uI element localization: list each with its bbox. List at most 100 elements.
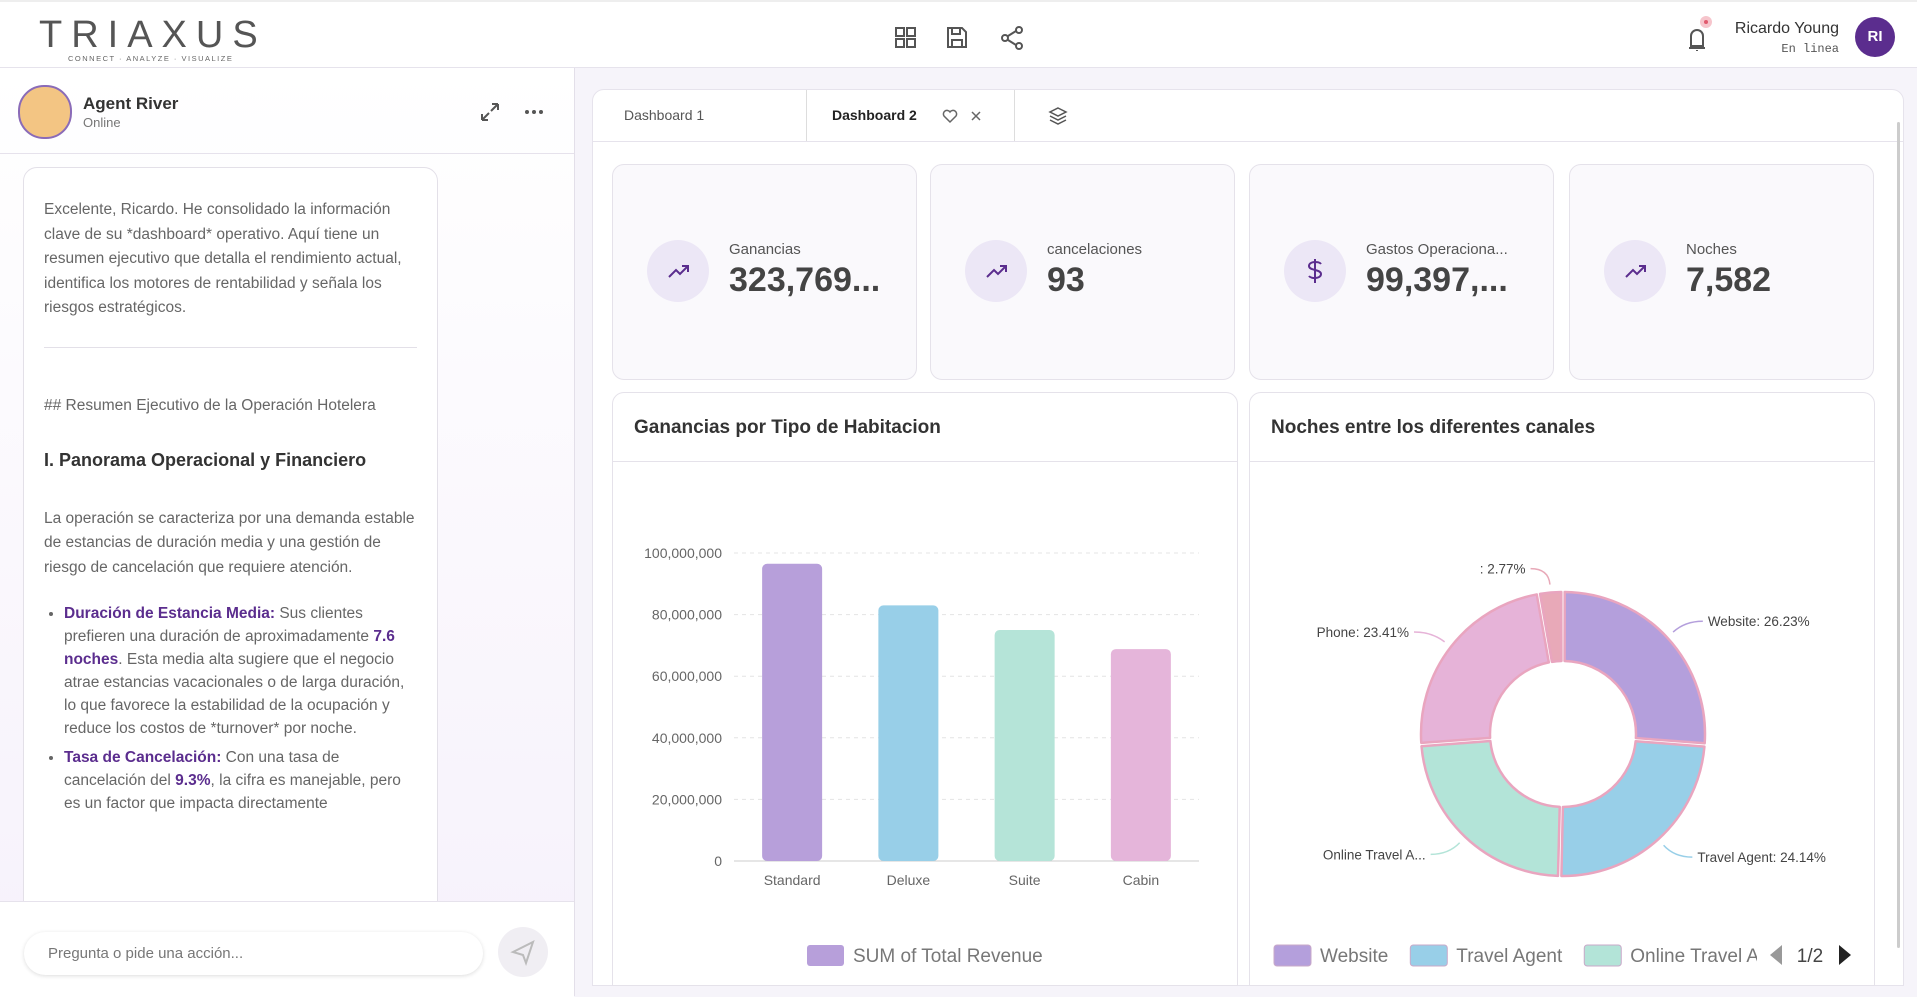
x-tick-label: Cabin <box>1123 872 1160 888</box>
callout-line <box>1530 567 1551 585</box>
callout-line <box>1663 844 1693 858</box>
pager-prev[interactable] <box>1770 945 1782 965</box>
kpi-card: Ganancias 323,769... <box>612 164 917 380</box>
divider <box>0 153 574 154</box>
y-tick-label: 0 <box>714 853 722 869</box>
agent-status: Online <box>83 115 121 130</box>
kpi-label: Noches <box>1686 241 1737 258</box>
legend-label: Travel Agent <box>1456 946 1563 967</box>
x-tick-label: Standard <box>764 872 821 888</box>
user-avatar[interactable]: RI <box>1855 17 1895 57</box>
pie-slice <box>1419 593 1551 745</box>
x-tick-label: Deluxe <box>887 872 931 888</box>
bullet-text: . Esta media alta sugiere que el negocio… <box>64 651 405 737</box>
icon <box>986 265 1007 278</box>
agent-avatar <box>18 85 72 139</box>
kpi-value: 93 <box>1047 261 1085 299</box>
bar <box>878 605 939 861</box>
y-tick-label: 80,000,000 <box>652 607 722 623</box>
kpi-value: 323,769... <box>729 261 881 299</box>
bullet: Tasa de Cancelación: Con una tasa de can… <box>64 746 417 815</box>
notification-bell[interactable] <box>1682 12 1712 52</box>
pie-slice <box>1538 590 1563 664</box>
chat-actions[interactable] <box>478 100 548 124</box>
tab-label: Dashboard 2 <box>832 107 917 123</box>
legend-label: SUM of Total Revenue <box>853 946 1043 967</box>
kpi-icon <box>1604 240 1666 302</box>
layers-icon[interactable] <box>1048 106 1068 126</box>
icon <box>1625 265 1646 278</box>
pie-slice <box>1420 739 1561 878</box>
chat-panel: Agent River Online Excelente, Ricardo. H… <box>0 68 575 997</box>
data-label: Website: 26.23% <box>1708 614 1810 629</box>
kpi-card: cancelaciones 93 <box>930 164 1235 380</box>
y-tick-label: 60,000,000 <box>652 668 722 684</box>
chat-message: Excelente, Ricardo. He consolidado la in… <box>23 167 438 929</box>
pager-next[interactable] <box>1839 945 1851 965</box>
data-label: Online Travel A... <box>1323 847 1426 862</box>
tagline: CONNECT · ANALYZE · VISUALIZE <box>68 54 234 63</box>
y-tick-label: 100,000,000 <box>644 545 722 561</box>
chart: Website: 26.23% Travel Agent: 24.14% Onlin… <box>1273 562 1851 967</box>
callout-line <box>1430 842 1461 856</box>
kpi-card: Noches 7,582 <box>1569 164 1874 380</box>
data-label: : 2.77% <box>1480 562 1526 577</box>
section-title: I. Panorama Operacional y Financiero <box>44 450 367 470</box>
tab[interactable]: Dashboard 1 <box>624 107 705 123</box>
bullet-emphasis: Duración de Estancia Media: <box>64 605 276 622</box>
bullet-text: Sus clientes prefieren una duración de a… <box>64 605 374 645</box>
data-label: Phone: 23.41% <box>1317 625 1409 640</box>
user-name: Ricardo Young <box>1734 20 1839 37</box>
legend-swatch <box>1583 944 1622 967</box>
pie-slice <box>1560 739 1706 878</box>
chart-card: Ganancias por Tipo de Habitacion 0 20,000,… <box>612 392 1238 986</box>
chart-title: Noches entre los diferentes canales <box>1271 417 1596 438</box>
logo[interactable]: TRIAXUS <box>39 14 267 56</box>
callout-line <box>1413 631 1446 643</box>
y-tick-label: 40,000,000 <box>652 730 722 746</box>
message-text: Excelente, Ricardo. He consolidado la in… <box>44 201 402 316</box>
pager-label: 1/2 <box>1797 946 1823 967</box>
divider <box>1250 461 1874 462</box>
x-tick-label: Suite <box>1009 872 1041 888</box>
chart-card: Noches entre los diferentes canales Websi… <box>1249 392 1875 986</box>
callout-line <box>1672 620 1703 633</box>
pie-slice <box>1563 590 1707 745</box>
kpi-label: Gastos Operaciona... <box>1366 241 1508 258</box>
scrollbar[interactable] <box>1897 122 1900 948</box>
chat-input[interactable]: Pregunta o pide una acción... <box>24 932 483 975</box>
bullet-list: Duración de Estancia Media: Sus clientes… <box>24 602 437 815</box>
kpi-value: 99,397,... <box>1366 261 1508 299</box>
bullet-emphasis: Tasa de Cancelación: <box>64 749 222 766</box>
legend-swatch <box>1273 944 1312 967</box>
divider <box>613 461 1237 462</box>
divider <box>44 346 417 348</box>
kpi-value: 7,582 <box>1686 261 1772 299</box>
kpi-icon <box>965 240 1027 302</box>
message-text: ## Resumen Ejecutivo de la Operación Hot… <box>44 396 376 414</box>
agent-name: Agent River <box>83 94 179 113</box>
bullet: Duración de Estancia Media: Sus clientes… <box>64 602 417 740</box>
bullet-emphasis: 9.3% <box>175 772 211 789</box>
send-button[interactable] <box>498 927 548 977</box>
data-label: Travel Agent: 24.14% <box>1697 850 1826 865</box>
chart-title: Ganancias por Tipo de Habitacion <box>634 417 941 438</box>
bar <box>994 630 1055 861</box>
kpi-label: Ganancias <box>729 241 801 258</box>
user-status: En linea <box>1781 42 1839 56</box>
top-bar: TRIAXUS CONNECT · ANALYZE · VISUALIZE Ri… <box>0 0 1917 68</box>
tab-bar: Dashboard 1 Dashboard 2 <box>592 89 1904 143</box>
bar <box>1110 649 1171 861</box>
tab-actions[interactable] <box>942 106 1002 126</box>
icon <box>1307 259 1323 283</box>
bullet-text: , la cifra es manejable, pero es un fact… <box>64 772 401 812</box>
kpi-icon <box>647 240 709 302</box>
toolbar-icons[interactable] <box>893 25 1033 51</box>
kpi-card: Gastos Operaciona... 99,397,... <box>1249 164 1554 380</box>
legend: Website Travel Agent Online Travel A... Pho… <box>1273 944 1775 967</box>
legend-label: Online Travel A... <box>1630 946 1775 967</box>
tab-active[interactable]: Dashboard 2 <box>806 90 1015 142</box>
legend-label: Website <box>1320 946 1388 967</box>
y-tick-label: 20,000,000 <box>652 791 722 807</box>
